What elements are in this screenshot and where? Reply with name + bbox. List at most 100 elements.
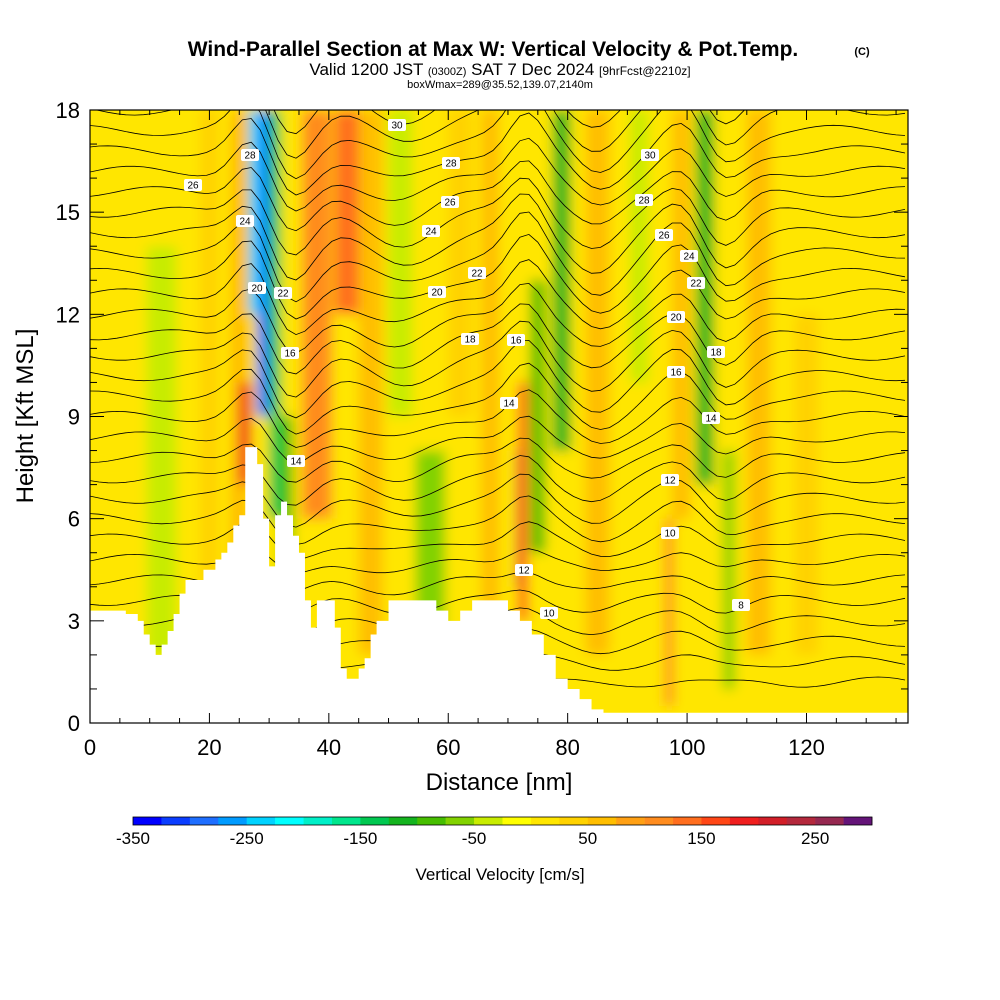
colorbar-tick-label: -50 <box>462 829 487 848</box>
theta-contour-line <box>90 303 906 375</box>
theta-contour-line <box>90 495 906 546</box>
contour-label-bg <box>461 333 479 345</box>
theta-contour-line <box>90 193 906 281</box>
velocity-band-9 <box>334 110 359 315</box>
colorbar-swatch <box>161 817 191 825</box>
y-tick-label: 6 <box>68 507 80 532</box>
y-axis-label: Height [Kft MSL] <box>12 329 39 504</box>
velocity-band-18 <box>552 110 571 451</box>
contour-label-bg <box>274 287 292 299</box>
chart-subtitle: Valid 1200 JST (0300Z) SAT 7 Dec 2024 [9… <box>309 60 690 79</box>
theta-contour-line <box>90 320 906 398</box>
y-tick-label: 15 <box>56 200 80 225</box>
x-axis: 0 20 40 60 80 100 120 <box>84 110 897 760</box>
contour-label-bg <box>422 225 440 237</box>
contour-label: 26 <box>444 198 456 209</box>
theta-contour-line <box>90 415 906 464</box>
contour-label: 16 <box>670 368 682 379</box>
velocity-band-3 <box>239 382 252 485</box>
colorbar-swatch <box>587 817 617 825</box>
x-tick-label: 80 <box>555 735 579 760</box>
velocity-band-26 <box>794 314 819 655</box>
colorbar-swatch <box>189 817 219 825</box>
contour-label-bg <box>241 149 259 161</box>
contour-label: 22 <box>690 279 702 290</box>
colorbar-tick-label: -150 <box>343 829 377 848</box>
velocity-band-11 <box>388 110 413 417</box>
contour-label: 14 <box>290 457 302 468</box>
theta-contour-line <box>90 521 906 559</box>
contour-label: 22 <box>277 289 289 300</box>
contour-label-bg <box>635 194 653 206</box>
contour-label: 26 <box>187 181 199 192</box>
velocity-band-25 <box>746 110 771 655</box>
colorbar: -350 -250 -150 -50 50 150 250 <box>116 816 873 848</box>
velocity-band-27 <box>851 110 882 655</box>
contour-label-bg <box>707 346 725 358</box>
colorbar-tick-label: 50 <box>578 829 597 848</box>
contour-label: 10 <box>543 609 555 620</box>
contour-label-bg <box>667 366 685 378</box>
theta-contour-line <box>90 160 906 232</box>
contour-label-bg <box>248 282 266 294</box>
contour-label-bg <box>702 412 720 424</box>
colorbar-swatch <box>218 817 247 825</box>
colorbar-swatch <box>729 817 759 825</box>
chart-title: Wind-Parallel Section at Max W: Vertical… <box>188 38 799 61</box>
contour-label-bg <box>655 229 673 241</box>
colorbar-swatch <box>616 817 645 825</box>
theta-contour-line <box>90 112 906 196</box>
colorbar-swatch <box>644 817 674 825</box>
contour-label-bg <box>661 474 679 486</box>
copyright-mark: (C) <box>854 46 870 58</box>
contour-label: 20 <box>670 313 682 324</box>
contour-label: 28 <box>445 159 457 170</box>
x-tick-label: 40 <box>317 735 341 760</box>
y-tick-label: 3 <box>68 609 80 634</box>
colorbar-label: Vertical Velocity [cm/s] <box>415 865 584 884</box>
velocity-band-19 <box>585 110 610 655</box>
x-tick-label: 0 <box>84 735 96 760</box>
y-tick-label: 12 <box>56 302 80 327</box>
colorbar-swatch <box>360 817 390 825</box>
contour-label: 18 <box>464 335 476 346</box>
colorbar-swatch <box>815 817 844 825</box>
velocity-band-0 <box>146 246 177 655</box>
contour-label: 10 <box>664 529 676 540</box>
contour-label-bg <box>442 157 460 169</box>
colorbar-swatch <box>474 817 503 825</box>
x-tick-label: 100 <box>669 735 706 760</box>
terrain-mask <box>90 447 908 723</box>
velocity-band-20 <box>630 110 649 383</box>
colorbar-swatch <box>303 817 333 825</box>
valid-utc: (0300Z) <box>428 66 467 78</box>
x-tick-label: 60 <box>436 735 460 760</box>
colorbar-swatch <box>530 817 560 825</box>
contour-label: 16 <box>284 349 296 360</box>
contour-label-bg <box>236 215 254 227</box>
contour-label-bg <box>687 277 705 289</box>
colorbar-tick-label: 250 <box>801 829 829 848</box>
contour-label-bg <box>388 119 406 131</box>
theta-contour-line <box>94 110 906 159</box>
contour-label-bg <box>540 607 558 619</box>
theta-contour-line <box>90 259 906 336</box>
y-tick-label: 9 <box>68 405 80 430</box>
theta-contour-line <box>90 110 906 180</box>
colorbar-swatch <box>331 817 361 825</box>
contour-label: 26 <box>658 231 670 242</box>
valid-time: Valid 1200 JST <box>309 60 423 79</box>
contour-label-bg <box>661 527 679 539</box>
contour-label: 30 <box>391 121 403 132</box>
velocity-band-16 <box>518 382 528 621</box>
contour-label-bg <box>468 267 486 279</box>
velocity-band-17 <box>530 280 546 553</box>
colorbar-swatch <box>246 817 276 825</box>
contour-label: 8 <box>738 601 744 612</box>
velocity-band-13 <box>448 110 473 417</box>
theta-contour-line <box>90 177 906 256</box>
colorbar-frame <box>132 816 873 826</box>
theta-contour-line <box>90 473 906 528</box>
contour-label: 28 <box>638 196 650 207</box>
contour-label-bg <box>732 599 750 611</box>
